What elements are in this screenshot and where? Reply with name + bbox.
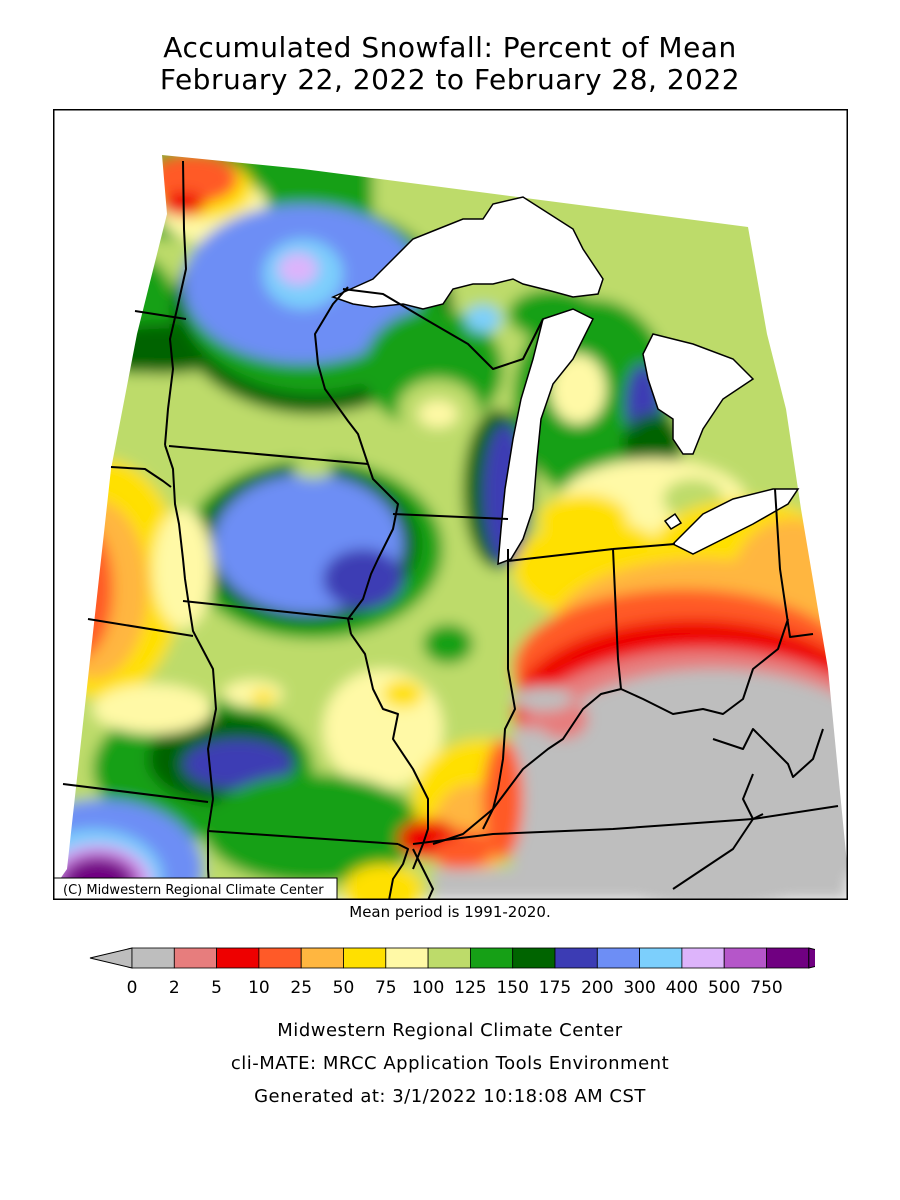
legend-label: 5 <box>211 978 222 998</box>
legend-swatch <box>385 947 429 969</box>
tenn-river <box>672 813 764 890</box>
nd-mn-border <box>164 160 187 446</box>
legend-swatch <box>596 947 640 969</box>
map-title-line1: Accumulated Snowfall: Percent of Mean <box>163 31 737 64</box>
legend-swatch <box>681 947 725 969</box>
il-in-border <box>482 549 516 830</box>
legend-label: 300 <box>623 978 655 998</box>
nd-sd-border <box>134 310 187 320</box>
legend-swatch <box>216 947 260 969</box>
ks-ok-border <box>62 783 209 803</box>
legend-over-arrow <box>808 947 815 969</box>
legend-label: 2 <box>169 978 180 998</box>
ne-ia-border <box>164 444 217 800</box>
legend-label: 125 <box>454 978 486 998</box>
color-legend: 0 2 5 10 25 50 75 100 125 150 175 200 300 400 500 750 <box>89 947 815 998</box>
footer-org: Midwestern Regional Climate Center <box>277 1020 623 1041</box>
legend-label: 150 <box>496 978 528 998</box>
il-mo-river <box>350 633 429 870</box>
legend-labels: 0 2 5 10 25 50 75 100 125 150 175 200 300 400 500 750 <box>127 978 783 998</box>
legend-label: 0 <box>127 978 138 998</box>
ia-mo-border <box>182 600 354 620</box>
snowfall-contours <box>53 155 848 900</box>
lake-superior <box>330 196 604 310</box>
legend-swatch <box>554 947 598 969</box>
ky-tn-border <box>412 805 839 845</box>
oh-pa-border <box>774 488 814 638</box>
lake-st-clair <box>663 512 683 530</box>
copyright-text: (C) Midwestern Regional Climate Center <box>63 883 324 898</box>
bootheel <box>388 843 409 900</box>
legend-swatch <box>427 947 471 969</box>
copyright-box: (C) Midwestern Regional Climate Center <box>53 877 338 900</box>
map-frame <box>53 109 848 900</box>
mean-period-note: Mean period is 1991-2020. <box>349 903 551 921</box>
great-lakes <box>330 196 800 566</box>
legend-label: 100 <box>412 978 444 998</box>
va-wv-border <box>712 728 824 778</box>
legend-label: 200 <box>581 978 613 998</box>
ne-ks-border <box>87 618 194 637</box>
legend-swatch <box>343 947 387 969</box>
legend-label: 500 <box>708 978 740 998</box>
legend-under-arrow <box>89 947 133 969</box>
in-oh-border <box>612 548 622 690</box>
legend-swatch <box>766 947 810 969</box>
legend-swatch <box>173 947 218 969</box>
lake-michigan <box>497 308 595 566</box>
legend-swatch <box>469 947 514 969</box>
legend-color-bar <box>89 947 815 969</box>
mississippi-lower <box>412 848 434 900</box>
legend-label: 50 <box>333 978 355 998</box>
legend-swatch <box>723 947 767 969</box>
footer-tool: cli-MATE: MRCC Application Tools Environ… <box>230 1053 670 1074</box>
ia-wi-il-border <box>347 463 399 635</box>
lake-erie <box>671 488 800 555</box>
state-boundaries <box>62 160 839 900</box>
ky-va-border <box>742 773 754 820</box>
lake-huron <box>642 333 755 455</box>
legend-label: 75 <box>375 978 397 998</box>
mn-wi-border <box>314 286 369 465</box>
legend-swatch <box>512 947 556 969</box>
mn-ia-border <box>168 445 369 465</box>
legend-label: 750 <box>750 978 782 998</box>
mi-oh-border <box>612 543 676 550</box>
legend-swatch <box>300 947 344 969</box>
legend-label: 25 <box>290 978 312 998</box>
wi-il-border <box>392 513 509 520</box>
mo-ar-border <box>207 830 399 845</box>
in-mi-border <box>507 548 614 562</box>
map-title-line2: February 22, 2022 to February 28, 2022 <box>159 63 741 96</box>
legend-label: 400 <box>666 978 698 998</box>
legend-swatch <box>258 947 302 969</box>
legend-label: 10 <box>248 978 270 998</box>
sd-ne-border <box>110 466 172 488</box>
footer-generated: Generated at: 3/1/2022 10:18:08 AM CST <box>254 1086 646 1107</box>
wi-mi-up-border <box>342 288 544 370</box>
legend-swatch <box>131 947 175 969</box>
snowfall-map: (C) Midwestern Regional Climate Center <box>53 109 848 900</box>
legend-swatch <box>639 947 683 969</box>
ohio-river <box>432 618 789 845</box>
legend-label: 175 <box>539 978 571 998</box>
